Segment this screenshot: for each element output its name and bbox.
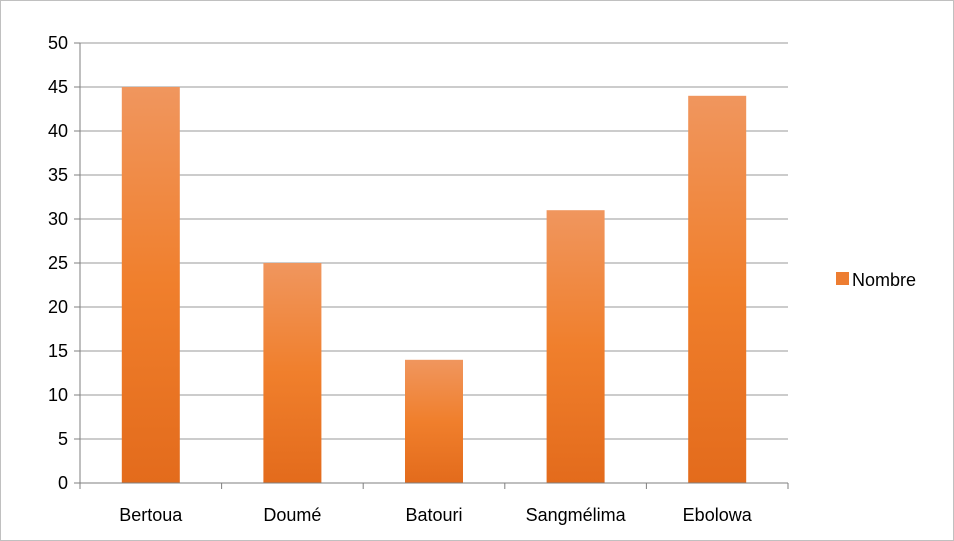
- y-tick-label: 10: [48, 385, 68, 405]
- axes: [74, 42, 789, 489]
- legend-swatch: [836, 272, 849, 285]
- bar: [121, 87, 180, 483]
- y-tick-label: 0: [58, 473, 68, 493]
- bar: [546, 210, 605, 483]
- y-tick-label: 40: [48, 121, 68, 141]
- y-tick-label: 15: [48, 341, 68, 361]
- y-tick-label: 25: [48, 253, 68, 273]
- gridlines: [80, 42, 788, 440]
- y-tick-label: 20: [48, 297, 68, 317]
- x-tick-label: Sangmélima: [526, 505, 627, 525]
- bar: [263, 263, 322, 483]
- bar: [405, 359, 463, 483]
- legend: Nombre: [836, 270, 916, 290]
- x-tick-label: Ebolowa: [683, 505, 753, 525]
- y-tick-label: 50: [48, 33, 68, 53]
- x-tick-label: Bertoua: [119, 505, 183, 525]
- bar: [688, 95, 747, 484]
- x-tick-label: Batouri: [405, 505, 462, 525]
- y-tick-label: 5: [58, 429, 68, 449]
- y-tick-label: 35: [48, 165, 68, 185]
- legend-label-nombre: Nombre: [852, 270, 916, 290]
- bars: [121, 87, 747, 484]
- tick-labels: 0 5 10 15 20 25 30 35 40 45 50 Bertoua Doumé Batouri S…: [48, 33, 753, 525]
- y-tick-label: 45: [48, 77, 68, 97]
- y-tick-label: 30: [48, 209, 68, 229]
- x-tick-label: Doumé: [263, 505, 321, 525]
